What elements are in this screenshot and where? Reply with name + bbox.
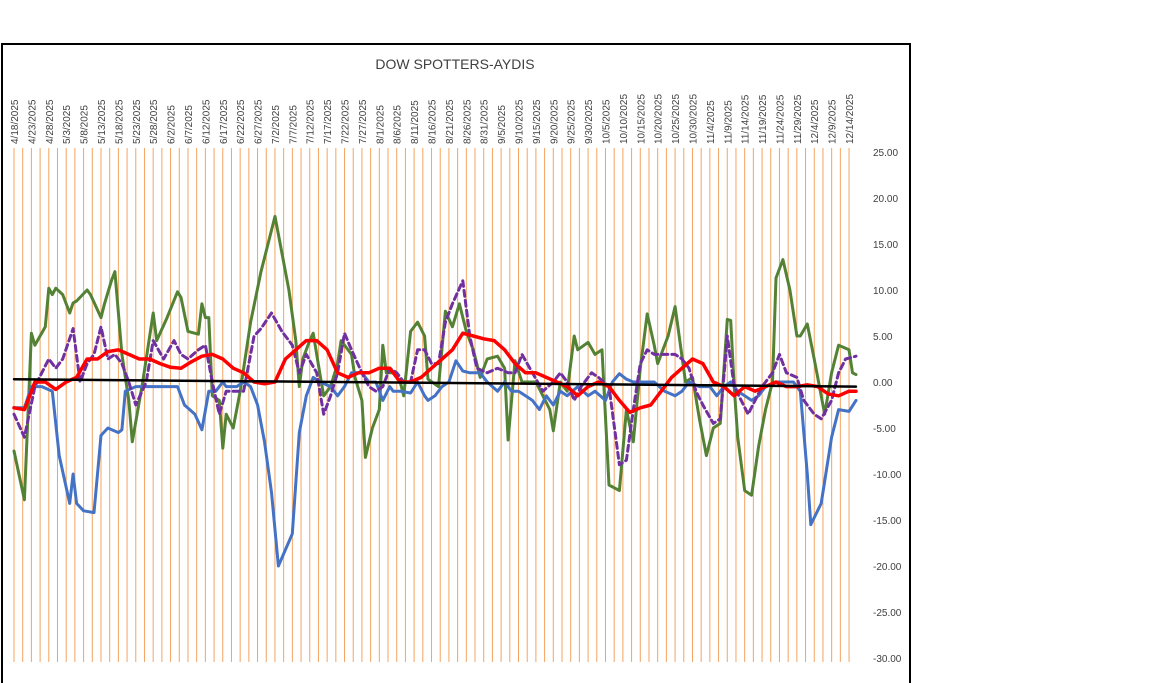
x-tick-label: 11/4/2025 bbox=[706, 100, 717, 144]
x-tick-label: 6/2/2025 bbox=[167, 105, 178, 144]
x-tick-label: 10/30/2025 bbox=[688, 94, 699, 144]
x-tick-label: 7/2/2025 bbox=[271, 105, 282, 144]
x-tick-label: 8/21/2025 bbox=[445, 99, 456, 144]
x-tick-label: 7/7/2025 bbox=[288, 105, 299, 144]
x-tick-label: 5/18/2025 bbox=[114, 99, 125, 144]
x-tick-label: 7/12/2025 bbox=[306, 99, 317, 144]
y-tick-label: -15.00 bbox=[873, 516, 902, 527]
x-tick-label: 12/9/2025 bbox=[828, 99, 839, 144]
x-tick-label: 9/25/2025 bbox=[567, 99, 578, 144]
x-tick-label: 11/14/2025 bbox=[741, 94, 752, 144]
x-tick-label: 5/8/2025 bbox=[80, 105, 91, 144]
y-tick-label: 15.00 bbox=[873, 240, 898, 251]
series-line-2 bbox=[12, 279, 858, 467]
series-line-4 bbox=[12, 377, 858, 388]
x-tick-label: 4/23/2025 bbox=[27, 99, 38, 144]
y-tick-label: 0.00 bbox=[873, 378, 893, 389]
x-tick-label: 5/28/2025 bbox=[149, 99, 160, 144]
x-tick-label: 8/26/2025 bbox=[462, 99, 473, 144]
y-tick-label: -20.00 bbox=[873, 562, 902, 573]
x-tick-label: 11/29/2025 bbox=[793, 94, 804, 144]
x-tick-label: 7/17/2025 bbox=[323, 99, 334, 144]
y-tick-label: 10.00 bbox=[873, 286, 898, 297]
x-tick-label: 4/18/2025 bbox=[10, 99, 21, 144]
y-tick-label: -30.00 bbox=[873, 654, 902, 662]
x-tick-label: 9/30/2025 bbox=[584, 99, 595, 144]
x-tick-label: 5/13/2025 bbox=[97, 99, 108, 144]
x-tick-label: 8/11/2025 bbox=[410, 100, 421, 144]
chart-svg: 25.00 20.00 15.00 10.00 5.00 0.00 -5.00 -10.00 -… bbox=[10, 94, 902, 662]
x-tick-label: 10/15/2025 bbox=[636, 94, 647, 144]
x-tick-label: 8/6/2025 bbox=[393, 105, 404, 144]
series-line-1 bbox=[12, 359, 858, 568]
x-tick-label: 6/12/2025 bbox=[201, 99, 212, 144]
x-tick-label: 12/4/2025 bbox=[810, 99, 821, 144]
x-tick-label: 12/14/2025 bbox=[845, 94, 856, 144]
x-tick-label: 8/1/2025 bbox=[375, 105, 386, 144]
x-tick-label: 6/27/2025 bbox=[254, 99, 265, 144]
x-tick-label: 6/17/2025 bbox=[219, 99, 230, 144]
x-tick-label: 11/19/2025 bbox=[758, 94, 769, 144]
x-tick-label: 10/5/2025 bbox=[601, 99, 612, 144]
x-tick-label: 5/23/2025 bbox=[132, 99, 143, 144]
x-tick-label: 9/10/2025 bbox=[515, 99, 526, 144]
x-tick-label: 10/25/2025 bbox=[671, 94, 682, 144]
x-tick-label: 11/9/2025 bbox=[723, 100, 734, 144]
x-tick-label: 8/16/2025 bbox=[428, 99, 439, 144]
y-tick-label: -25.00 bbox=[873, 608, 902, 619]
x-tick-label: 6/22/2025 bbox=[236, 99, 247, 144]
x-tick-label: 7/27/2025 bbox=[358, 99, 369, 144]
x-tick-label: 10/10/2025 bbox=[619, 94, 630, 144]
x-tick-label: 8/31/2025 bbox=[480, 99, 491, 144]
chart-title: DOW SPOTTERS-AYDIS bbox=[375, 56, 535, 72]
x-tick-label: 6/7/2025 bbox=[184, 105, 195, 144]
y-tick-label: 25.00 bbox=[873, 148, 898, 159]
x-tick-label: 9/20/2025 bbox=[549, 99, 560, 144]
x-tick-label: 9/15/2025 bbox=[532, 99, 543, 144]
y-tick-label: -10.00 bbox=[873, 470, 902, 481]
x-tick-label: 5/3/2025 bbox=[62, 105, 73, 144]
x-tick-label: 11/24/2025 bbox=[775, 94, 786, 144]
x-tick-label: 9/5/2025 bbox=[497, 105, 508, 144]
x-tick-label: 10/20/2025 bbox=[654, 94, 665, 144]
y-tick-label: -5.00 bbox=[873, 424, 896, 435]
y-tick-label: 20.00 bbox=[873, 194, 898, 205]
y-tick-label: 5.00 bbox=[873, 332, 893, 343]
x-tick-label: 4/28/2025 bbox=[45, 99, 56, 144]
x-tick-label: 7/22/2025 bbox=[341, 99, 352, 144]
